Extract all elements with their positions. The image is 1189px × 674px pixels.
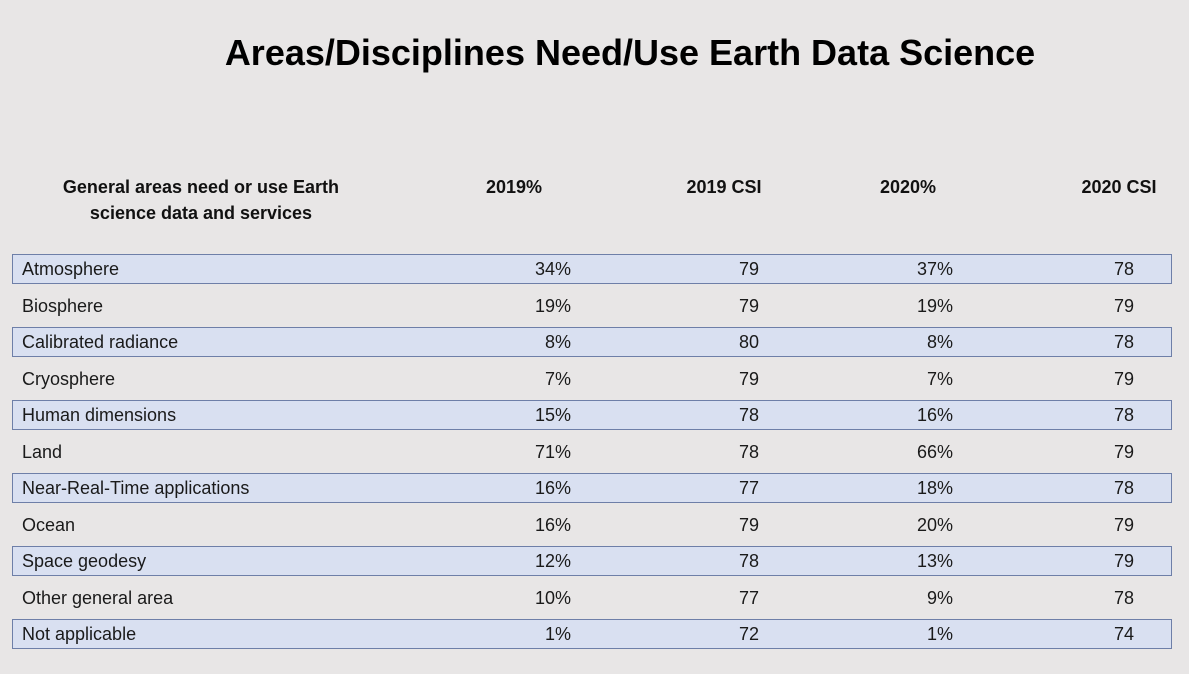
cell-2020-pct: 20%: [916, 514, 953, 535]
header-2020-pct: 2020%: [879, 177, 937, 197]
data-table: Atmosphere 34% 79 37% 78 Biosphere 19% 79 19% 79 C…: [12, 254, 1172, 656]
cell-2019-pct: 15%: [534, 405, 571, 425]
header-general-areas-line1: General areas need or use Earth: [62, 177, 340, 197]
table-row: Land 71% 78 66% 79: [12, 437, 1172, 467]
table-row: Near-Real-Time applications 16% 77 18% 78: [12, 473, 1172, 503]
table-row: Cryosphere 7% 79 7% 79: [12, 364, 1172, 394]
cell-area: Cryosphere: [22, 368, 116, 389]
cell-area: Biosphere: [22, 295, 104, 316]
table-row: Atmosphere 34% 79 37% 78: [12, 254, 1172, 284]
cell-2020-pct: 37%: [916, 259, 953, 279]
cell-area: Atmosphere: [22, 259, 120, 279]
cell-area: Calibrated radiance: [22, 332, 179, 352]
cell-2020-pct: 19%: [916, 295, 953, 316]
cell-2019-csi: 77: [738, 478, 759, 498]
cell-2020-csi: 79: [1113, 295, 1134, 316]
cell-2019-csi: 78: [738, 405, 759, 425]
cell-2019-csi: 79: [738, 295, 759, 316]
cell-2019-pct: 7%: [544, 368, 571, 389]
cell-2019-csi: 80: [738, 332, 759, 352]
cell-2019-pct: 10%: [534, 587, 571, 608]
cell-2019-pct: 12%: [534, 551, 571, 571]
cell-2020-csi: 79: [1113, 441, 1134, 462]
cell-area: Ocean: [22, 514, 76, 535]
cell-area: Other general area: [22, 587, 174, 608]
cell-2020-csi: 74: [1113, 624, 1134, 644]
table-row: Biosphere 19% 79 19% 79: [12, 291, 1172, 321]
cell-2020-csi: 79: [1113, 551, 1134, 571]
cell-2020-pct: 66%: [916, 441, 953, 462]
cell-area: Near-Real-Time applications: [22, 478, 250, 498]
cell-2019-csi: 79: [738, 368, 759, 389]
cell-2019-csi: 72: [738, 624, 759, 644]
cell-2020-csi: 78: [1113, 478, 1134, 498]
table-row: Not applicable 1% 72 1% 74: [12, 619, 1172, 649]
cell-2020-pct: 8%: [926, 332, 953, 352]
header-general-areas-line2: science data and services: [89, 203, 313, 223]
cell-area: Human dimensions: [22, 405, 177, 425]
cell-2019-csi: 77: [738, 587, 759, 608]
cell-2020-csi: 79: [1113, 514, 1134, 535]
cell-2019-pct: 34%: [534, 259, 571, 279]
cell-2020-csi: 78: [1113, 332, 1134, 352]
cell-2019-pct: 16%: [534, 514, 571, 535]
cell-2019-csi: 79: [738, 514, 759, 535]
cell-2019-pct: 1%: [544, 624, 571, 644]
cell-2020-csi: 79: [1113, 368, 1134, 389]
table-row: Space geodesy 12% 78 13% 79: [12, 546, 1172, 576]
cell-2020-pct: 16%: [916, 405, 953, 425]
header-2019-csi: 2019 CSI: [686, 177, 762, 197]
cell-2020-csi: 78: [1113, 259, 1134, 279]
cell-2019-pct: 16%: [534, 478, 571, 498]
cell-2020-pct: 13%: [916, 551, 953, 571]
cell-2020-pct: 7%: [926, 368, 953, 389]
table-row: Ocean 16% 79 20% 79: [12, 510, 1172, 540]
cell-2019-pct: 19%: [534, 295, 571, 316]
cell-2019-csi: 78: [738, 551, 759, 571]
table-row: Human dimensions 15% 78 16% 78: [12, 400, 1172, 430]
cell-2020-pct: 1%: [926, 624, 953, 644]
cell-2020-pct: 9%: [926, 587, 953, 608]
header-2020-csi: 2020 CSI: [1081, 177, 1157, 197]
cell-2019-pct: 71%: [534, 441, 571, 462]
header-2019-pct: 2019%: [485, 177, 543, 197]
page-title: Areas/Disciplines Need/Use Earth Data Sc…: [224, 32, 1036, 73]
cell-area: Land: [22, 441, 63, 462]
cell-area: Not applicable: [22, 624, 137, 644]
table-row: Other general area 10% 77 9% 78: [12, 583, 1172, 613]
cell-2020-csi: 78: [1113, 587, 1134, 608]
header-general-areas: General areas need or use Earth science …: [21, 174, 381, 226]
cell-2019-pct: 8%: [544, 332, 571, 352]
cell-2019-csi: 79: [738, 259, 759, 279]
cell-2019-csi: 78: [738, 441, 759, 462]
table-row: Calibrated radiance 8% 80 8% 78: [12, 327, 1172, 357]
table-header: General areas need or use Earth science …: [0, 174, 1189, 234]
cell-area: Space geodesy: [22, 551, 147, 571]
cell-2020-csi: 78: [1113, 405, 1134, 425]
cell-2020-pct: 18%: [916, 478, 953, 498]
